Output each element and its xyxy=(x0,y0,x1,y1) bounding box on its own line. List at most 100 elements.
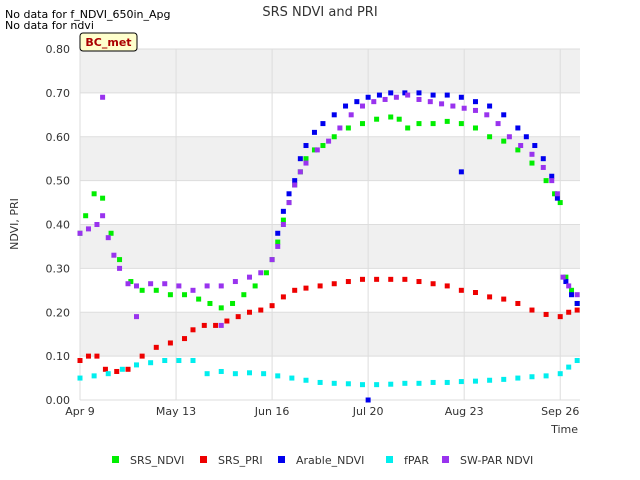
marker-fpar xyxy=(487,377,493,383)
marker-srs-pri xyxy=(102,366,108,372)
legend-srs-pri-swatch xyxy=(200,456,207,463)
marker-fpar xyxy=(430,379,436,385)
marker-srs-pri xyxy=(472,290,478,296)
marker-srs-pri xyxy=(190,327,196,333)
marker-sw-par-ndvi xyxy=(566,283,572,289)
marker-srs-pri xyxy=(246,309,252,315)
marker-srs-ndvi xyxy=(345,125,351,131)
marker-fpar xyxy=(458,379,464,385)
marker-srs-ndvi xyxy=(320,143,326,149)
marker-sw-par-ndvi xyxy=(85,226,91,232)
marker-srs-pri xyxy=(77,358,83,364)
marker-sw-par-ndvi xyxy=(117,265,123,271)
y-tick-label: 0.00 xyxy=(46,394,71,407)
marker-srs-ndvi xyxy=(396,116,402,122)
marker-fpar xyxy=(105,371,111,377)
marker-fpar xyxy=(275,373,281,379)
marker-arable-ndvi xyxy=(320,121,326,127)
marker-sw-par-ndvi xyxy=(337,125,343,131)
marker-srs-ndvi xyxy=(416,121,422,127)
marker-sw-par-ndvi xyxy=(100,213,106,219)
marker-fpar xyxy=(303,377,309,383)
marker-sw-par-ndvi xyxy=(348,112,354,118)
marker-srs-ndvi xyxy=(139,287,145,293)
marker-arable-ndvi xyxy=(458,94,464,100)
marker-arable-ndvi xyxy=(388,90,394,96)
marker-sw-par-ndvi xyxy=(540,164,546,170)
marker-fpar xyxy=(345,381,351,387)
y-axis-label: NDVI, PRI xyxy=(8,198,21,250)
marker-fpar xyxy=(91,373,97,379)
marker-srs-pri xyxy=(388,276,394,282)
marker-fpar xyxy=(331,380,337,386)
x-tick-label: May 13 xyxy=(156,405,196,418)
marker-srs-pri xyxy=(566,309,572,315)
marker-sw-par-ndvi xyxy=(303,160,309,166)
marker-fpar xyxy=(574,358,580,364)
marker-srs-ndvi xyxy=(182,292,188,298)
marker-srs-pri xyxy=(374,276,380,282)
legend-srs-pri-label: SRS_PRI xyxy=(218,454,263,467)
marker-fpar xyxy=(232,371,238,377)
marker-srs-pri xyxy=(501,296,507,302)
marker-fpar xyxy=(133,362,139,368)
marker-fpar xyxy=(374,382,380,388)
site-badge-label: BC_met xyxy=(85,36,131,49)
marker-sw-par-ndvi xyxy=(297,169,303,175)
legend-sw-par-ndvi-swatch xyxy=(442,456,449,463)
marker-sw-par-ndvi xyxy=(77,230,83,236)
marker-sw-par-ndvi xyxy=(371,99,377,105)
marker-sw-par-ndvi xyxy=(258,270,264,276)
marker-srs-ndvi xyxy=(196,296,202,302)
marker-srs-ndvi xyxy=(280,217,286,223)
legend-arable-ndvi-swatch xyxy=(278,456,285,463)
marker-arable-ndvi xyxy=(343,103,349,109)
marker-arable-ndvi xyxy=(292,178,298,184)
marker-sw-par-ndvi xyxy=(232,279,238,285)
marker-srs-ndvi xyxy=(167,292,173,298)
marker-fpar xyxy=(501,376,507,382)
plot-band xyxy=(80,224,580,269)
marker-sw-par-ndvi xyxy=(246,274,252,280)
marker-fpar xyxy=(444,379,450,385)
marker-sw-par-ndvi xyxy=(190,287,196,293)
legend-arable-ndvi-label: Arable_NDVI xyxy=(296,454,364,467)
y-tick-label: 0.70 xyxy=(46,87,71,100)
marker-srs-ndvi xyxy=(458,121,464,127)
marker-srs-pri xyxy=(94,353,100,359)
marker-arable-ndvi xyxy=(472,99,478,105)
marker-srs-pri xyxy=(280,294,286,300)
marker-srs-pri xyxy=(574,307,580,313)
marker-fpar xyxy=(515,375,521,381)
marker-srs-ndvi xyxy=(359,121,365,127)
marker-srs-ndvi xyxy=(311,147,317,153)
marker-arable-ndvi xyxy=(365,94,371,100)
marker-srs-ndvi xyxy=(252,283,258,289)
marker-srs-ndvi xyxy=(472,125,478,131)
marker-srs-ndvi xyxy=(529,160,535,166)
marker-arable-ndvi xyxy=(554,195,560,201)
marker-srs-pri xyxy=(458,287,464,293)
marker-arable-ndvi xyxy=(286,191,292,197)
marker-sw-par-ndvi xyxy=(554,191,560,197)
marker-fpar xyxy=(543,373,549,379)
marker-sw-par-ndvi xyxy=(549,178,555,184)
marker-srs-pri xyxy=(153,344,159,350)
marker-sw-par-ndvi xyxy=(148,281,154,287)
marker-srs-ndvi xyxy=(563,274,569,280)
marker-sw-par-ndvi xyxy=(292,182,298,188)
marker-sw-par-ndvi xyxy=(275,243,281,249)
marker-srs-ndvi xyxy=(501,138,507,144)
marker-fpar xyxy=(317,379,323,385)
marker-sw-par-ndvi xyxy=(506,134,512,140)
marker-srs-ndvi xyxy=(444,118,450,124)
marker-srs-pri xyxy=(402,276,408,282)
marker-sw-par-ndvi xyxy=(439,101,445,107)
marker-sw-par-ndvi xyxy=(105,235,111,241)
marker-srs-ndvi xyxy=(241,292,247,298)
chart-title: SRS NDVI and PRI xyxy=(262,5,377,20)
marker-sw-par-ndvi xyxy=(560,274,566,280)
marker-srs-pri xyxy=(345,279,351,285)
marker-arable-ndvi xyxy=(574,300,580,306)
